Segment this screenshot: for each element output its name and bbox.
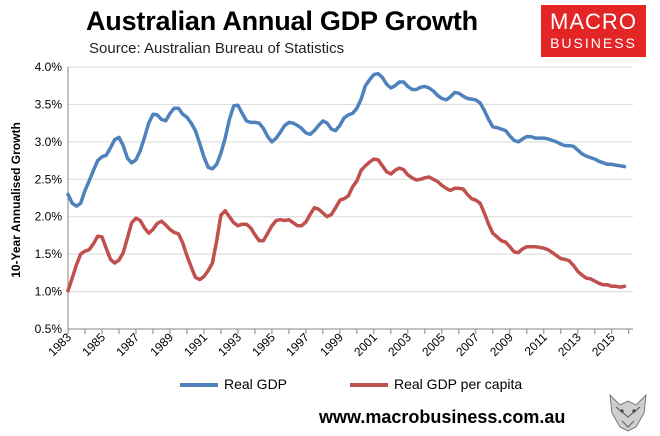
legend-label-real-gdp: Real GDP bbox=[224, 376, 288, 392]
x-tick-label: 1985 bbox=[79, 330, 108, 359]
x-tick-label: 1993 bbox=[215, 330, 244, 359]
x-tick-label: 2013 bbox=[555, 330, 584, 359]
gridlines bbox=[68, 66, 633, 330]
logo-line-2: BUSINESS bbox=[550, 35, 637, 51]
chart-subtitle: Source: Australian Bureau of Statistics bbox=[89, 40, 345, 57]
legend-swatch-real-gdp-per-capita bbox=[350, 383, 388, 388]
x-tick-label: 2015 bbox=[589, 330, 618, 359]
wolf-logo-icon bbox=[609, 393, 647, 432]
y-tick-label: 3.5% bbox=[35, 97, 63, 111]
x-tick-label: 1991 bbox=[181, 330, 210, 359]
footer-url: www.macrobusiness.com.au bbox=[319, 407, 566, 427]
y-tick-label: 2.5% bbox=[35, 172, 63, 186]
x-tick-label: 2007 bbox=[453, 330, 482, 359]
y-tick-label: 2.0% bbox=[35, 210, 63, 224]
logo-line-1: MACRO bbox=[550, 9, 637, 34]
x-tick-label: 2003 bbox=[385, 330, 414, 359]
legend-swatch-real-gdp bbox=[180, 383, 218, 388]
legend-item-real-gdp-per-capita: Real GDP per capita bbox=[350, 376, 522, 392]
y-tick-label: 4.0% bbox=[35, 60, 63, 74]
series-line-real-gdp-per-capita bbox=[66, 157, 627, 293]
x-tick-label: 2001 bbox=[351, 330, 380, 359]
x-tick-label: 1995 bbox=[249, 330, 278, 359]
macro-business-logo: MACRO BUSINESS bbox=[541, 5, 646, 57]
x-tick-label: 2009 bbox=[487, 330, 516, 359]
y-axis-label: 10-Year Annualised Growth bbox=[9, 122, 23, 278]
y-tick-label: 3.0% bbox=[35, 135, 63, 149]
chart-title: Australian Annual GDP Growth bbox=[86, 6, 478, 36]
x-tick-label: 1989 bbox=[147, 330, 176, 359]
y-tick-label: 1.5% bbox=[35, 247, 63, 261]
y-tick-label: 1.0% bbox=[35, 285, 63, 299]
series-layer bbox=[66, 71, 627, 293]
x-tick-label: 1999 bbox=[317, 330, 346, 359]
y-tick-label: 0.5% bbox=[35, 322, 63, 336]
legend-item-real-gdp: Real GDP bbox=[180, 376, 287, 392]
axes bbox=[67, 67, 633, 334]
x-tick-label: 1987 bbox=[113, 330, 142, 359]
x-tick-label: 2011 bbox=[522, 330, 550, 358]
x-tick-label: 2005 bbox=[419, 330, 448, 359]
x-tick-label: 1997 bbox=[283, 330, 312, 359]
legend-label-real-gdp-per-capita: Real GDP per capita bbox=[394, 376, 523, 392]
series-line-real-gdp bbox=[66, 71, 627, 208]
